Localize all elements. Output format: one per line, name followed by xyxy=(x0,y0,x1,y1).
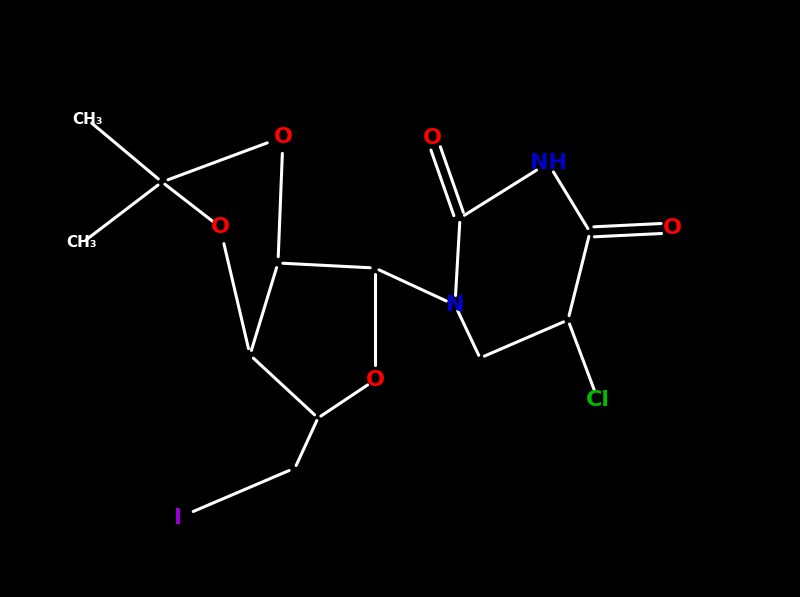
Text: NH: NH xyxy=(530,153,566,173)
Text: I: I xyxy=(174,508,182,528)
Text: O: O xyxy=(422,128,442,148)
Text: O: O xyxy=(366,370,385,390)
Text: O: O xyxy=(662,218,682,238)
Text: N: N xyxy=(446,295,464,315)
Text: CH₃: CH₃ xyxy=(66,235,98,251)
Text: CH₃: CH₃ xyxy=(73,112,103,128)
Text: O: O xyxy=(274,127,293,147)
Text: O: O xyxy=(210,217,230,237)
Text: Cl: Cl xyxy=(586,390,610,410)
